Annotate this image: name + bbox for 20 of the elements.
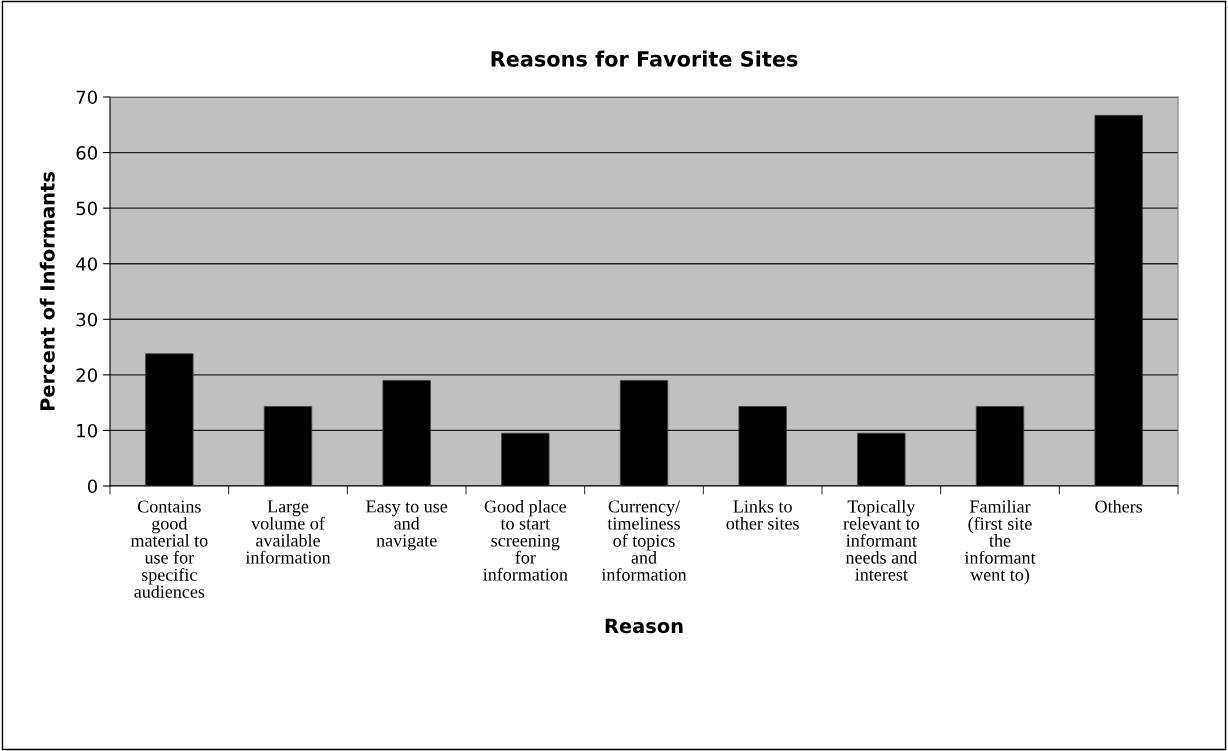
x-tick-label: Good place to start screening for information bbox=[483, 499, 568, 581]
y-tick-label: 60 bbox=[76, 146, 97, 160]
x-axis-title: Reason bbox=[605, 618, 683, 634]
x-tick-label: Easy to use and navigate bbox=[366, 500, 448, 551]
chart-title: Reasons for Favorite Sites bbox=[491, 50, 798, 67]
x-tick-label: Links to other sites bbox=[726, 499, 799, 530]
y-tick-label: 70 bbox=[76, 90, 97, 105]
x-tick-label: Others bbox=[1095, 499, 1143, 513]
x-tick-label: Topically relevant to informant needs and interest bbox=[843, 499, 919, 581]
y-tick-label: 40 bbox=[76, 257, 97, 271]
y-tick-label: 50 bbox=[76, 201, 97, 216]
y-tick-label: 0 bbox=[87, 479, 97, 494]
x-tick-label: Large volume of available information bbox=[245, 500, 331, 564]
y-tick-label: 20 bbox=[76, 368, 97, 382]
x-tick-label: Currency/ timeliness of topics and information bbox=[601, 500, 687, 581]
y-tick-label: 30 bbox=[76, 312, 97, 327]
x-tick-label: Contains good material to use for specific audiences bbox=[130, 500, 208, 598]
y-tick-label: 10 bbox=[77, 423, 97, 438]
x-tick-label: Familiar (first site the informant went to) bbox=[964, 499, 1036, 585]
y-axis-title: Percent of Informants bbox=[39, 172, 55, 411]
